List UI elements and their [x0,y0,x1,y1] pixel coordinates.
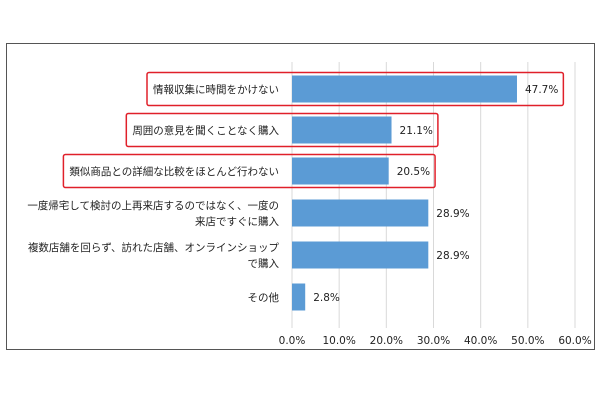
highlight-box [62,153,436,189]
bar [292,241,429,269]
data-label: 2.8% [313,292,340,304]
bar [292,199,429,227]
highlight-box [125,112,439,148]
category-label: 一度帰宅して検討の上再来店するのではなく、一度の [27,199,279,212]
x-tick-label: 50.0% [511,335,544,347]
category-label: 情報収集に時間をかけない [153,83,279,96]
data-label: 20.5% [397,166,430,178]
data-label: 21.1% [400,125,433,137]
data-label: 28.9% [436,250,469,262]
category-label: で購入 [248,257,280,270]
bar [292,157,389,185]
chart-frame: 0.0% 10.0% 20.0% 30.0% 40.0% 50.0% 60.0% 47.7% 情… [6,43,595,350]
bar [292,116,392,144]
x-tick-label: 40.0% [464,335,497,347]
data-label: 47.7% [525,84,558,96]
x-tick-label: 30.0% [417,335,450,347]
x-tick-label: 0.0% [279,335,306,347]
bar-chart: 0.0% 10.0% 20.0% 30.0% 40.0% 50.0% 60.0% 47.7% 情… [27,62,592,347]
category-label: 複数店舗を回らず、訪れた店舗、オンラインショップ [28,241,280,254]
data-label: 28.9% [436,208,469,220]
category-label: 来店ですぐに購入 [195,215,279,228]
x-tick-label: 10.0% [322,335,355,347]
bar [292,75,517,103]
x-tick-label: 60.0% [558,335,591,347]
x-tick-label: 20.0% [370,335,403,347]
category-label: 類似商品との詳細な比較をほとんど行わない [69,165,279,178]
highlight-box [146,71,565,107]
bar [292,283,306,311]
category-label: 周囲の意見を聞くことなく購入 [132,124,279,137]
category-label: その他 [248,291,280,304]
